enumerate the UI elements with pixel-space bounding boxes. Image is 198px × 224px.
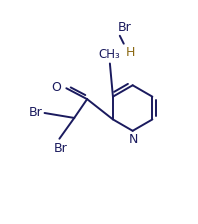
Text: Br: Br [53,142,67,155]
Text: H: H [126,46,135,59]
Text: Br: Br [118,21,131,34]
Text: O: O [51,81,61,94]
Text: N: N [129,133,138,146]
Text: Br: Br [29,106,43,118]
Text: CH₃: CH₃ [98,47,120,60]
